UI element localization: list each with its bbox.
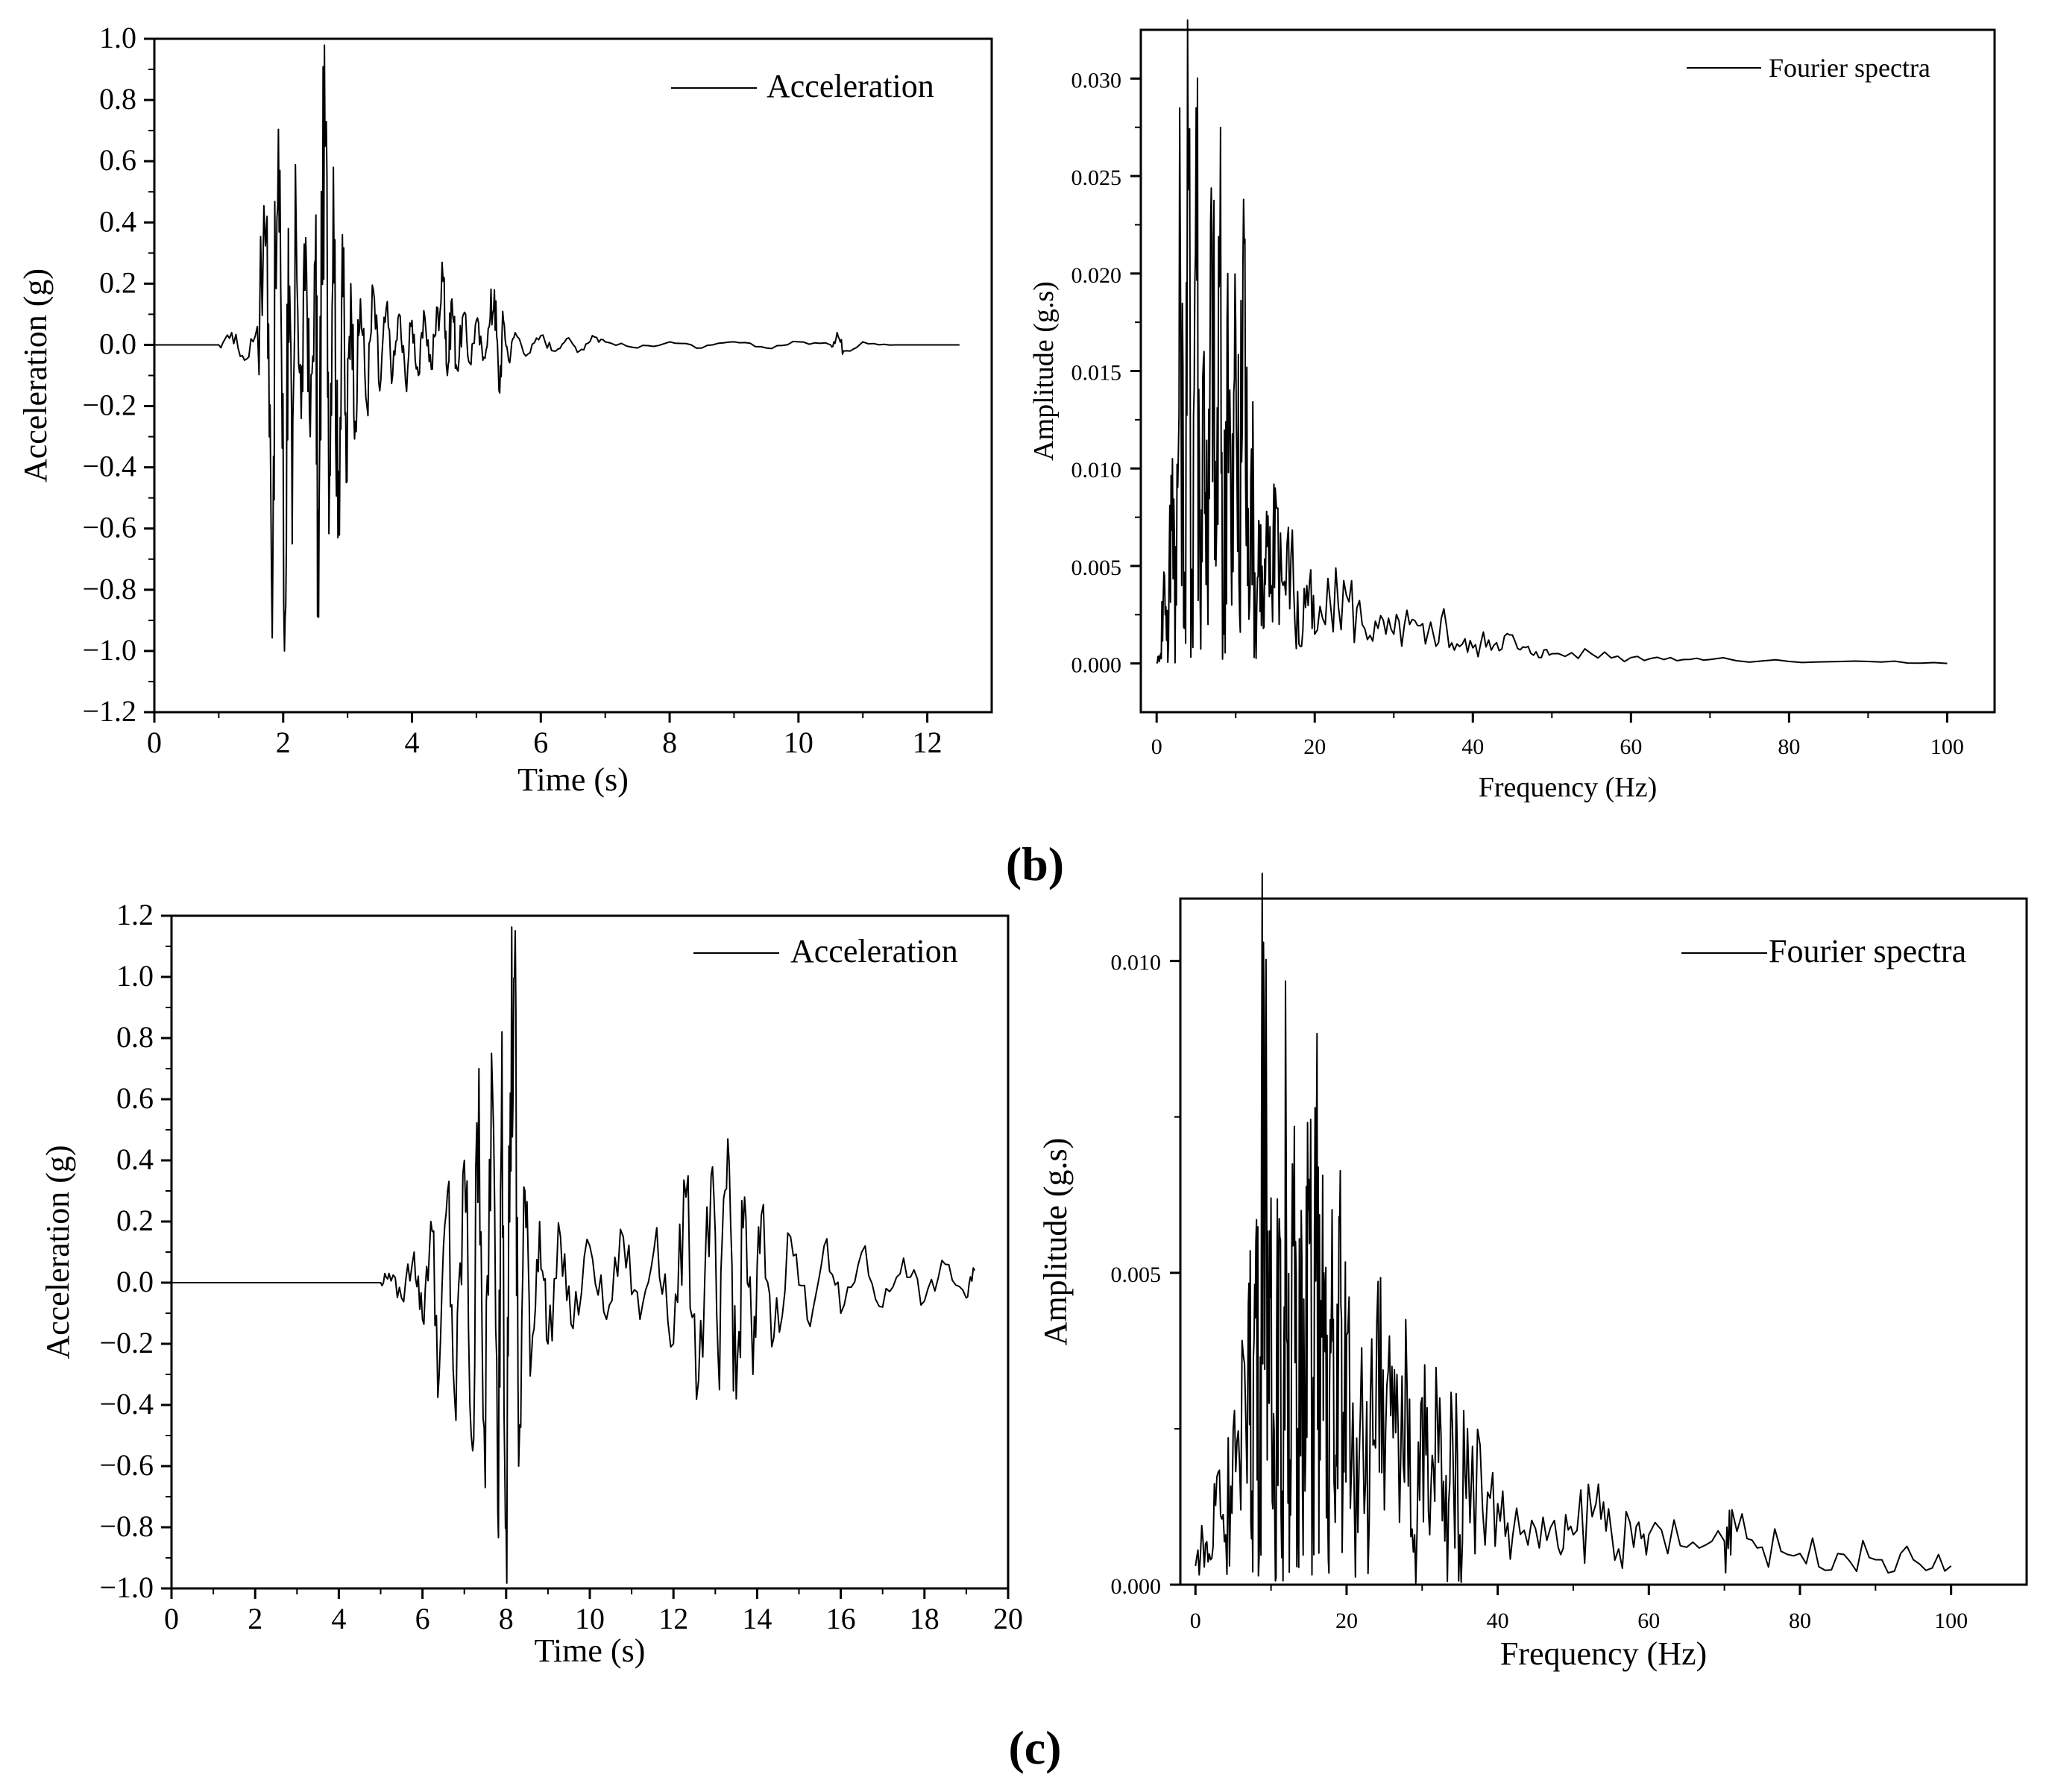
x-tick-label: 10 xyxy=(575,1602,605,1635)
y-tick-label: 0.000 xyxy=(1111,1574,1162,1599)
x-tick-label: 12 xyxy=(658,1602,688,1635)
x-tick-label: 20 xyxy=(1335,1609,1358,1633)
y-tick-label: 0.005 xyxy=(1111,1263,1162,1287)
x-tick-label: 100 xyxy=(1934,1609,1968,1633)
y-tick-label: −0.2 xyxy=(99,1326,154,1359)
x-tick-label: 40 xyxy=(1461,735,1484,759)
legend-label: Acceleration xyxy=(767,68,934,104)
x-tick-label: 60 xyxy=(1637,1609,1660,1633)
x-tick-label: 0 xyxy=(164,1602,179,1635)
y-tick-label: 0.8 xyxy=(116,1020,154,1054)
x-tick-label: 14 xyxy=(742,1602,772,1635)
y-tick-label: 0.4 xyxy=(99,204,136,238)
y-tick-label: 0.010 xyxy=(1071,458,1122,482)
x-axis-title: Time (s) xyxy=(535,1632,646,1669)
y-tick-label: 0.4 xyxy=(116,1142,154,1176)
y-tick-label: −0.6 xyxy=(82,511,136,544)
x-tick-label: 2 xyxy=(248,1602,262,1635)
y-tick-label: 0.030 xyxy=(1071,68,1122,92)
y-axis-title: Acceleration (g) xyxy=(40,1145,76,1359)
plot-frame xyxy=(1139,28,1996,714)
y-tick-label: −0.4 xyxy=(82,450,136,483)
y-tick-label: 0.0 xyxy=(116,1265,154,1298)
y-tick-label: 0.015 xyxy=(1071,361,1122,386)
y-tick-label: −1.0 xyxy=(99,1571,154,1604)
y-tick-label: 1.0 xyxy=(116,959,154,993)
x-tick-label: 40 xyxy=(1487,1609,1509,1633)
y-tick-label: 0.8 xyxy=(99,82,136,116)
panel-label-b: (b) xyxy=(1006,837,1064,890)
fourier-spectra-chart-c: 0 20 40 60 80 100 0.000 0.005 0.010 Frequency (Hz… xyxy=(1037,873,2028,1672)
x-tick-label: 80 xyxy=(1789,1609,1811,1633)
y-tick-label: −0.4 xyxy=(99,1387,154,1421)
x-tick-label: 4 xyxy=(405,726,420,759)
legend-label: Fourier spectra xyxy=(1769,933,1966,969)
legend-label: Acceleration xyxy=(790,933,958,969)
x-tick-label: 20 xyxy=(1303,735,1326,759)
series-line-fourier-spectra xyxy=(1156,19,1948,664)
plot-frame xyxy=(1179,897,2028,1586)
x-axis-title: Frequency (Hz) xyxy=(1500,1635,1707,1672)
y-tick-label: −0.2 xyxy=(82,389,136,422)
y-tick-label: 0.0 xyxy=(99,327,136,360)
y-tick-label: 1.0 xyxy=(99,21,136,54)
y-tick-label: −1.2 xyxy=(82,694,136,728)
x-tick-label: 0 xyxy=(147,726,162,759)
acceleration-chart-b: 0 2 4 6 8 10 12 1.0 0.8 0.6 0.4 0.2 0.0 −0.2 −0.4 −0.6 −… xyxy=(17,21,993,798)
y-axis-title: Amplitude (g.s) xyxy=(1037,1138,1074,1346)
acceleration-chart-c: 0 2 4 6 8 10 12 14 16 18 20 1.2 1.0 0.8 0.6 0.4 0.2 0.0 −0… xyxy=(40,898,1023,1669)
x-tick-label: 8 xyxy=(662,726,677,759)
x-axis-title: Time (s) xyxy=(517,761,629,798)
x-tick-label: 6 xyxy=(415,1602,430,1635)
x-tick-label: 20 xyxy=(993,1602,1023,1635)
y-tick-label: 0.005 xyxy=(1071,556,1122,580)
x-tick-label: 80 xyxy=(1778,735,1800,759)
x-tick-label: 100 xyxy=(1930,735,1964,759)
plot-frame xyxy=(153,37,993,714)
x-tick-label: 0 xyxy=(1151,735,1162,759)
x-tick-label: 18 xyxy=(910,1602,940,1635)
y-tick-label: −0.8 xyxy=(82,572,136,606)
y-tick-label: 0.6 xyxy=(116,1081,154,1115)
x-tick-label: 10 xyxy=(784,726,813,759)
y-tick-label: 0.000 xyxy=(1071,653,1122,678)
fourier-spectra-chart-b: 0 20 40 60 80 100 0.000 0.005 0.010 0.015 0.020 0.0… xyxy=(1028,19,1996,803)
x-tick-label: 8 xyxy=(499,1602,514,1635)
y-tick-label: 0.2 xyxy=(99,265,136,299)
x-tick-label: 4 xyxy=(331,1602,346,1635)
x-tick-label: 2 xyxy=(276,726,291,759)
y-tick-label: −0.6 xyxy=(99,1448,154,1482)
y-tick-label: −0.8 xyxy=(99,1509,154,1543)
series-line-acceleration xyxy=(171,926,975,1584)
x-tick-label: 12 xyxy=(913,726,942,759)
y-tick-label: −1.0 xyxy=(82,633,136,667)
x-tick-label: 6 xyxy=(533,726,548,759)
x-axis-title: Frequency (Hz) xyxy=(1479,772,1658,803)
panel-label-c: (c) xyxy=(1008,1721,1061,1774)
y-axis-title: Amplitude (g.s) xyxy=(1028,281,1060,461)
x-tick-label: 60 xyxy=(1620,735,1642,759)
y-tick-label: 0.6 xyxy=(99,143,136,177)
y-axis-title: Acceleration (g) xyxy=(17,268,54,482)
legend-label: Fourier spectra xyxy=(1769,53,1930,83)
y-tick-label: 0.025 xyxy=(1071,166,1122,190)
y-tick-label: 0.2 xyxy=(116,1204,154,1237)
series-line-acceleration xyxy=(154,44,960,652)
x-tick-label: 16 xyxy=(826,1602,856,1635)
y-tick-label: 1.2 xyxy=(116,898,154,931)
plot-frame xyxy=(170,914,1010,1590)
y-tick-label: 0.020 xyxy=(1071,263,1122,288)
x-tick-label: 0 xyxy=(1190,1609,1201,1633)
series-line-fourier-spectra xyxy=(1195,873,1952,1584)
y-tick-label: 0.010 xyxy=(1111,951,1162,975)
